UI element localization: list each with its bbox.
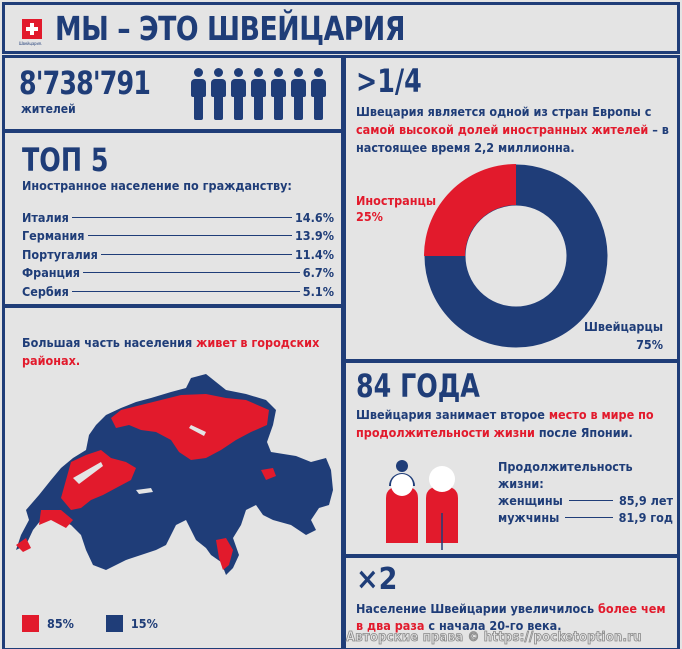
- foreigners-label: Иностранцы 25%: [356, 193, 436, 225]
- person-icon: [271, 68, 286, 120]
- country-value: 11.4%: [294, 246, 334, 262]
- top5-title: ТОП 5: [22, 141, 109, 179]
- flag-caption: Швейцария.: [19, 41, 43, 46]
- growth-text: Население Швейцарии увеличилось более че…: [356, 600, 676, 634]
- life-expectancy-panel: 84 ГОДА Швейцария занимает второе место …: [343, 360, 680, 557]
- life-text: Швейцария занимает второе место в мире п…: [356, 406, 676, 442]
- stat-value: 81,9 год: [618, 510, 673, 525]
- country-name: Португалия: [22, 246, 98, 262]
- text-part: Швейцария занимает второе: [356, 407, 549, 422]
- life-stats: Продолжительность жизни: женщины 85,9 лет…: [498, 458, 673, 526]
- country-name: Франция: [22, 265, 80, 281]
- list-item: Сербия 5.1%: [22, 282, 334, 301]
- person-icon: [311, 68, 326, 120]
- red-swatch-icon: [22, 615, 39, 632]
- legend-item-urban: 85%: [22, 615, 74, 632]
- person-icon: [191, 68, 206, 120]
- caption-highlight: живет в городских районах: [22, 335, 320, 368]
- map-caption: Большая часть населения живет в городски…: [22, 334, 322, 370]
- stat-row-men: мужчины 81,9 год: [498, 509, 673, 526]
- person-icon: [291, 68, 306, 120]
- leader-line: [71, 290, 300, 292]
- stats-title: Продолжительность жизни:: [498, 459, 633, 491]
- foreigners-text: Швецария является одной из стран Европы …: [356, 103, 676, 157]
- list-item: Германия 13.9%: [22, 227, 334, 246]
- list-item: Франция 6.7%: [22, 264, 334, 283]
- top5-panel: ТОП 5 Иностранное население по гражданст…: [2, 130, 344, 307]
- legend-item-rural: 15%: [105, 615, 158, 632]
- text-highlight: более чем в два раза: [356, 601, 666, 633]
- person-icon: [231, 68, 246, 120]
- country-value: 6.7%: [302, 265, 334, 281]
- caption-end: .: [75, 353, 81, 368]
- population-growth-panel: ×2 Население Швейцарии увеличилось более…: [343, 555, 680, 649]
- couple-icon: [386, 460, 458, 550]
- switzerland-map-icon: [16, 374, 333, 575]
- growth-title: ×2: [356, 562, 398, 597]
- population-panel: 8'738'791 жителей: [2, 55, 344, 132]
- leader-line: [87, 235, 292, 237]
- text-part: после Японии.: [534, 425, 633, 440]
- stat-row-women: женщины 85,9 лет: [498, 492, 673, 509]
- map-legend: 85% 15%: [22, 615, 190, 632]
- text-highlight: самой высокой долей иностранных жителей: [356, 122, 649, 137]
- page-title: МЫ – ЭТО ШВЕЙЦАРИЯ: [55, 9, 405, 48]
- country-name: Италия: [22, 209, 69, 225]
- list-item: Португалия 11.4%: [22, 245, 334, 264]
- leader-line: [83, 272, 300, 274]
- people-icons: [191, 68, 326, 120]
- leader-line: [568, 500, 613, 501]
- stat-value: 85,9 лет: [618, 493, 673, 508]
- leader-line: [565, 517, 613, 518]
- donut-chart: [424, 164, 608, 348]
- stat-label: мужчины: [498, 510, 560, 525]
- header-panel: Швейцария. МЫ – ЭТО ШВЕЙЦАРИЯ: [2, 2, 680, 54]
- watermark: Авторские права © https://pocketoption.r…: [346, 630, 642, 646]
- text-part: Швецария является одной из стран Европы …: [356, 104, 652, 119]
- navy-swatch-icon: [105, 615, 123, 632]
- top5-list: Италия 14.6% Германия 13.9% Португалия 11.4…: [22, 208, 334, 301]
- top5-subtitle: Иностранное население по гражданству:: [22, 178, 292, 193]
- stat-label: женщины: [498, 493, 563, 508]
- text-part: с начала 20-го века.: [424, 618, 562, 633]
- legend-label: 15%: [130, 616, 158, 631]
- list-item: Италия 14.6%: [22, 208, 334, 227]
- person-icon: [251, 68, 266, 120]
- urban-map-panel: Большая часть населения живет в городски…: [2, 305, 344, 649]
- label-text: Швейцарцы: [583, 319, 663, 334]
- life-title: 84 ГОДА: [356, 367, 480, 405]
- country-value: 14.6%: [294, 209, 334, 225]
- legend-label: 85%: [47, 616, 74, 631]
- country-value: 13.9%: [294, 228, 334, 244]
- label-value: 25%: [356, 209, 383, 224]
- swiss-label: Швейцарцы 75%: [584, 318, 663, 354]
- caption-text: Большая часть населения: [22, 335, 197, 350]
- population-value: 8'738'791: [19, 64, 151, 102]
- text-part: – в настоящее время 2,2 миллионна.: [356, 122, 669, 155]
- person-icon: [211, 68, 226, 120]
- country-name: Сербия: [22, 283, 69, 299]
- text-highlight: место в мире по продолжительности жизни: [356, 407, 654, 440]
- text-part: Население Швейцарии увеличилось: [356, 601, 598, 616]
- label-value: 75%: [636, 337, 663, 352]
- leader-line: [71, 216, 292, 218]
- foreigners-title: >1/4: [356, 62, 422, 100]
- swiss-flag-icon: [22, 19, 42, 39]
- population-label: жителей: [21, 102, 76, 116]
- foreigners-panel: >1/4 Швецария является одной из стран Ев…: [343, 55, 680, 362]
- country-value: 5.1%: [302, 283, 334, 299]
- label-text: Иностранцы: [356, 193, 437, 208]
- leader-line: [100, 253, 292, 255]
- country-name: Германия: [22, 228, 85, 244]
